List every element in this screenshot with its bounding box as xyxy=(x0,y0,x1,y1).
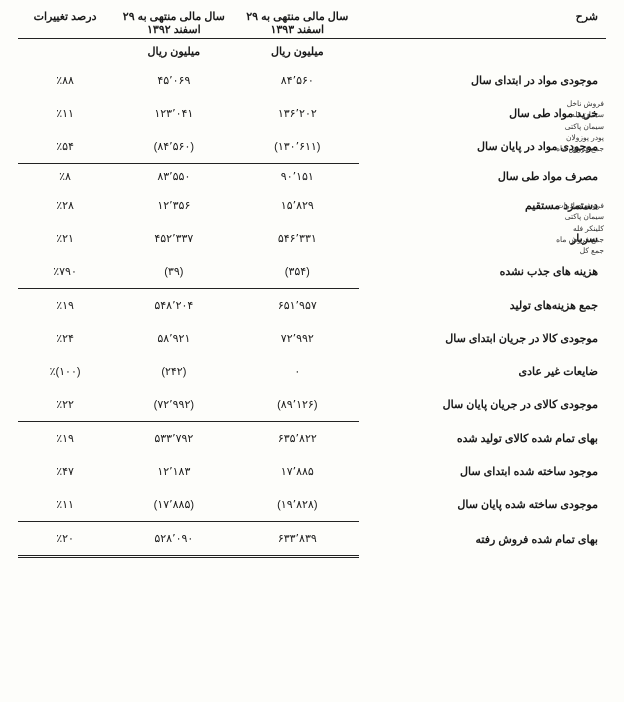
cell-year2: ۸۳٬۵۵۰ xyxy=(112,164,235,190)
side-notes-2: فروش صادرات سیمان پاکتی کلینکر فله جمع ف… xyxy=(544,200,604,256)
cell-year1: ۶۳۳٬۸۳۹ xyxy=(236,522,359,557)
side-note: جمع کل xyxy=(544,245,604,256)
cell-year2: ۱۲۳٬۰۴۱ xyxy=(112,97,235,130)
cell-year1: ۶۳۵٬۸۲۲ xyxy=(236,422,359,456)
row-label: موجودی ساخته شده پایان سال xyxy=(359,488,606,522)
table-row: موجودی ساخته شده پایان سال(۱۹٬۸۲۸)(۱۷٬۸۸… xyxy=(18,488,606,522)
row-label: مصرف مواد طی سال xyxy=(359,164,606,190)
cell-pct: ٪۲۲ xyxy=(18,388,112,422)
table-row: مصرف مواد طی سال۹۰٬۱۵۱۸۳٬۵۵۰٪۸ xyxy=(18,164,606,190)
cell-year2: ۱۲٬۳۵۶ xyxy=(112,189,235,222)
table-row: موجودی مواد در ابتدای سال۸۴٬۵۶۰۴۵٬۰۶۹٪۸۸ xyxy=(18,64,606,97)
cell-pct: ٪۱۹ xyxy=(18,289,112,323)
cell-year1: ۸۴٬۵۶۰ xyxy=(236,64,359,97)
cell-year1: ۷۲٬۹۹۲ xyxy=(236,322,359,355)
cell-year2: ۴۵٬۰۶۹ xyxy=(112,64,235,97)
cell-year1: (۱۳۰٬۶۱۱) xyxy=(236,130,359,164)
cell-year2: (۸۴٬۵۶۰) xyxy=(112,130,235,164)
cell-pct: ٪(۱۰۰) xyxy=(18,355,112,388)
side-note: سیمان پاکتی xyxy=(544,211,604,222)
table-row: جمع هزینه‌های تولید۶۵۱٬۹۵۷۵۴۸٬۲۰۴٪۱۹ xyxy=(18,289,606,323)
header-desc: شرح xyxy=(359,8,606,39)
side-note: جمع فروش ماه xyxy=(544,143,604,154)
cell-year2: ۱۲٬۱۸۳ xyxy=(112,455,235,488)
cell-year1: (۱۹٬۸۲۸) xyxy=(236,488,359,522)
header-year1: سال مالی منتهی به ۲۹ اسفند ۱۳۹۳ xyxy=(236,8,359,39)
cell-year1: ۱۷٬۸۸۵ xyxy=(236,455,359,488)
row-label: موجودی کالای در جریان پایان سال xyxy=(359,388,606,422)
row-label: بهای تمام شده کالای تولید شده xyxy=(359,422,606,456)
row-label: هزینه های جذب نشده xyxy=(359,255,606,289)
cell-pct: ٪۱۱ xyxy=(18,488,112,522)
table-row: موجودی کالا در جریان ابتدای سال۷۲٬۹۹۲۵۸٬… xyxy=(18,322,606,355)
table-row: سربار۵۴۶٬۳۳۱۴۵۲٬۳۳۷٪۲۱ xyxy=(18,222,606,255)
side-note: پودر پوزولان xyxy=(544,132,604,143)
cell-pct: ٪۲۸ xyxy=(18,189,112,222)
side-note: سیمان پاکتی xyxy=(544,121,604,132)
unit-y2: میلیون ریال xyxy=(112,39,235,65)
financial-table: شرح سال مالی منتهی به ۲۹ اسفند ۱۳۹۳ سال … xyxy=(18,8,606,558)
table-row: دستمزد مستقیم۱۵٬۸۲۹۱۲٬۳۵۶٪۲۸ xyxy=(18,189,606,222)
cell-year2: ۴۵۲٬۳۳۷ xyxy=(112,222,235,255)
row-label: موجودی مواد در ابتدای سال xyxy=(359,64,606,97)
row-label: بهای تمام شده فروش رفته xyxy=(359,522,606,557)
cell-pct: ٪۸۸ xyxy=(18,64,112,97)
cell-year1: ۶۵۱٬۹۵۷ xyxy=(236,289,359,323)
table-row: موجودی مواد در پایان سال(۱۳۰٬۶۱۱)(۸۴٬۵۶۰… xyxy=(18,130,606,164)
cell-pct: ٪۲۱ xyxy=(18,222,112,255)
table-row: خرید مواد طی سال۱۳۶٬۲۰۲۱۲۳٬۰۴۱٪۱۱ xyxy=(18,97,606,130)
table-row: ضایعات غیر عادی۰(۲۴۲)٪(۱۰۰) xyxy=(18,355,606,388)
cell-year2: (۷۲٬۹۹۲) xyxy=(112,388,235,422)
row-label: موجود ساخته شده ابتدای سال xyxy=(359,455,606,488)
header-year2: سال مالی منتهی به ۲۹ اسفند ۱۳۹۲ xyxy=(112,8,235,39)
side-notes-1: فروش ناخل سیمان قله سیمان پاکتی پودر پوز… xyxy=(544,98,604,154)
cell-pct: ٪۱۹ xyxy=(18,422,112,456)
cell-pct: ٪۱۱ xyxy=(18,97,112,130)
cell-year1: ۹۰٬۱۵۱ xyxy=(236,164,359,190)
table-row: موجود ساخته شده ابتدای سال۱۷٬۸۸۵۱۲٬۱۸۳٪۴… xyxy=(18,455,606,488)
cell-pct: ٪۲۰ xyxy=(18,522,112,557)
unit-y1: میلیون ریال xyxy=(236,39,359,65)
table-body: موجودی مواد در ابتدای سال۸۴٬۵۶۰۴۵٬۰۶۹٪۸۸… xyxy=(18,64,606,557)
cell-year1: (۸۹٬۱۲۶) xyxy=(236,388,359,422)
cell-year1: ۱۵٬۸۲۹ xyxy=(236,189,359,222)
cell-year2: (۲۴۲) xyxy=(112,355,235,388)
side-note: کلینکر فله xyxy=(544,223,604,234)
cell-year1: ۰ xyxy=(236,355,359,388)
cell-year1: (۳۵۴) xyxy=(236,255,359,289)
cell-year2: ۵۲۸٬۰۹۰ xyxy=(112,522,235,557)
side-note: سیمان قله xyxy=(544,109,604,120)
cell-pct: ٪۴۷ xyxy=(18,455,112,488)
table-row: بهای تمام شده کالای تولید شده۶۳۵٬۸۲۲۵۳۳٬… xyxy=(18,422,606,456)
side-note: فروش ناخل xyxy=(544,98,604,109)
cell-year2: (۱۷٬۸۸۵) xyxy=(112,488,235,522)
cell-year2: ۵۴۸٬۲۰۴ xyxy=(112,289,235,323)
cell-year2: ۵۳۳٬۷۹۲ xyxy=(112,422,235,456)
cell-pct: ٪۷۹۰ xyxy=(18,255,112,289)
table-row: بهای تمام شده فروش رفته۶۳۳٬۸۳۹۵۲۸٬۰۹۰٪۲۰ xyxy=(18,522,606,557)
row-label: ضایعات غیر عادی xyxy=(359,355,606,388)
cell-year2: (۳۹) xyxy=(112,255,235,289)
cell-pct: ٪۵۴ xyxy=(18,130,112,164)
side-note: فروش صادرات xyxy=(544,200,604,211)
row-label: موجودی کالا در جریان ابتدای سال xyxy=(359,322,606,355)
cell-year1: ۵۴۶٬۳۳۱ xyxy=(236,222,359,255)
cell-pct: ٪۲۴ xyxy=(18,322,112,355)
row-label: جمع هزینه‌های تولید xyxy=(359,289,606,323)
side-note: جمع فروش ماه xyxy=(544,234,604,245)
header-pct: درصد تغییرات xyxy=(18,8,112,39)
cell-pct: ٪۸ xyxy=(18,164,112,190)
table-row: موجودی کالای در جریان پایان سال(۸۹٬۱۲۶)(… xyxy=(18,388,606,422)
cell-year1: ۱۳۶٬۲۰۲ xyxy=(236,97,359,130)
cell-year2: ۵۸٬۹۲۱ xyxy=(112,322,235,355)
table-row: هزینه های جذب نشده(۳۵۴)(۳۹)٪۷۹۰ xyxy=(18,255,606,289)
